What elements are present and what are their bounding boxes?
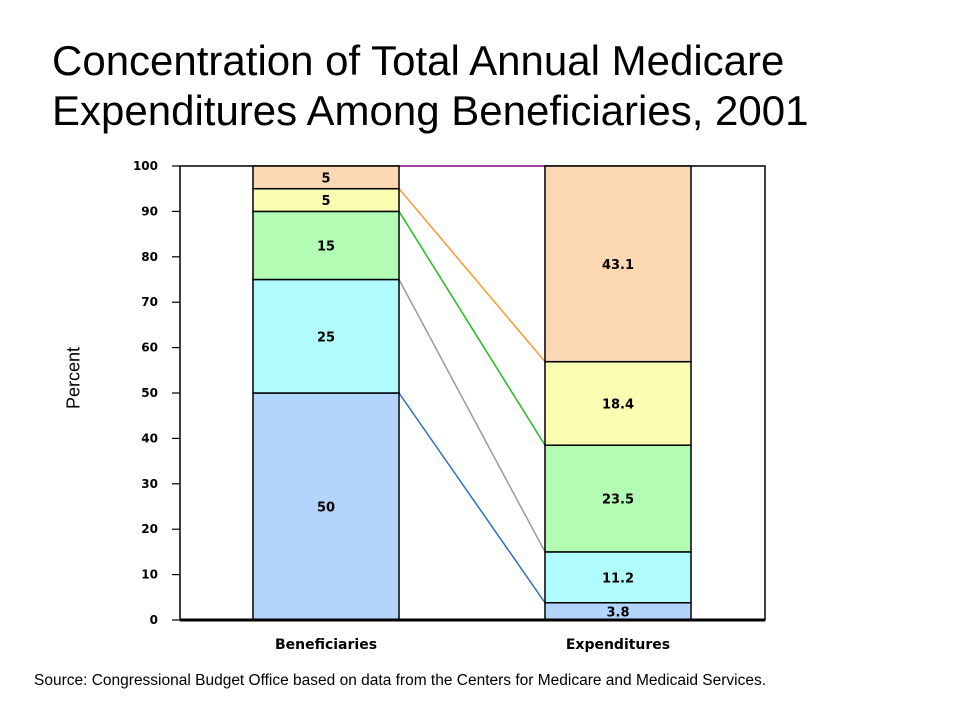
source-note: Source: Congressional Budget Office base… bbox=[34, 672, 767, 689]
data-label: 25 bbox=[317, 330, 335, 345]
data-label: 50 bbox=[317, 501, 335, 516]
x-category-label: Expenditures bbox=[566, 637, 670, 653]
data-label: 18.4 bbox=[602, 397, 634, 412]
bar-segment bbox=[544, 360, 692, 446]
connector-line bbox=[398, 211, 546, 446]
bar-segment bbox=[544, 165, 692, 363]
y-axis-label: Percent bbox=[63, 346, 84, 410]
connector-line bbox=[398, 392, 546, 604]
x-category-label: Beneficiaries bbox=[275, 637, 377, 653]
chart-title: Concentration of Total Annual Medicare E… bbox=[52, 36, 942, 136]
y-tick-label: 70 bbox=[141, 295, 158, 309]
data-label: 15 bbox=[317, 239, 335, 254]
y-tick-label: 80 bbox=[141, 250, 158, 264]
y-tick-label: 20 bbox=[141, 522, 158, 536]
chart-title-line-1: Concentration of Total Annual Medicare bbox=[52, 37, 785, 84]
y-tick-label: 50 bbox=[141, 386, 158, 400]
data-label: 23.5 bbox=[602, 493, 634, 508]
data-label: 5 bbox=[321, 171, 330, 186]
chart-title-line-2: Expenditures Among Beneficiaries, 2001 bbox=[52, 87, 809, 134]
y-tick-label: 30 bbox=[141, 477, 158, 491]
y-tick-label: 90 bbox=[141, 204, 158, 218]
bar-segment bbox=[252, 165, 400, 190]
bar-segment bbox=[252, 278, 400, 394]
data-label: 3.8 bbox=[606, 605, 629, 620]
bar-segment bbox=[544, 444, 692, 553]
y-tick-label: 0 bbox=[150, 613, 158, 627]
y-tick-label: 60 bbox=[141, 341, 158, 355]
bar-segment bbox=[252, 392, 400, 621]
bar-segment bbox=[252, 210, 400, 281]
data-label: 5 bbox=[321, 194, 330, 209]
connector-line bbox=[398, 188, 546, 363]
data-label: 11.2 bbox=[602, 571, 634, 586]
connector-line bbox=[398, 279, 546, 553]
data-label: 43.1 bbox=[602, 258, 634, 273]
y-tick-label: 40 bbox=[141, 431, 158, 445]
y-tick-label: 100 bbox=[133, 159, 158, 173]
y-tick-label: 10 bbox=[141, 568, 158, 582]
